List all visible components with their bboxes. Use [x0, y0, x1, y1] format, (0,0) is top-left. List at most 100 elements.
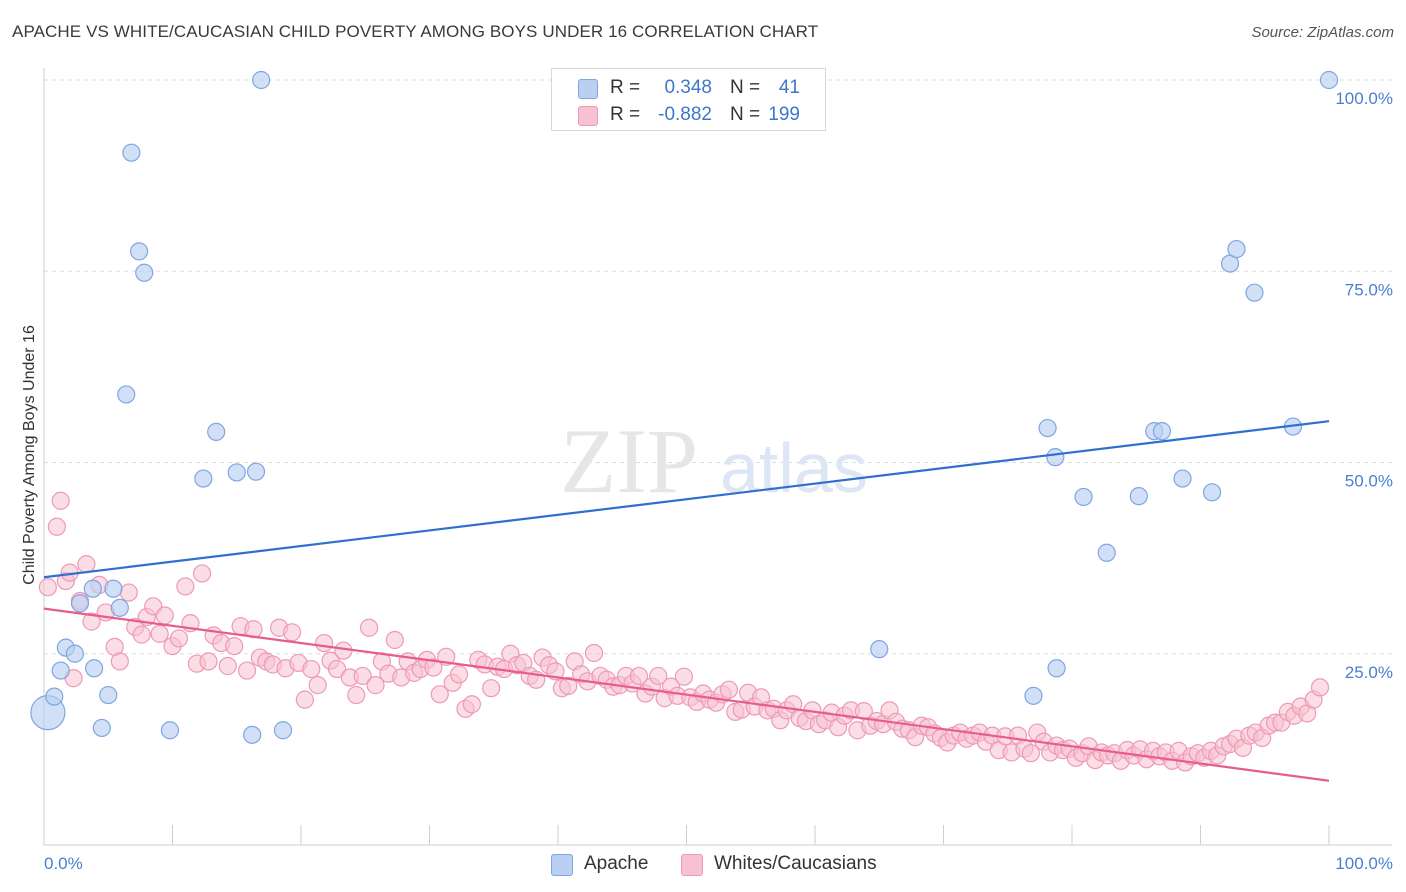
- whites-caucasians-point: [462, 695, 482, 714]
- apache-point: [92, 718, 111, 738]
- whites-caucasians-point: [353, 666, 372, 686]
- apache-point: [1046, 448, 1065, 467]
- whites-caucasians-point: [347, 685, 366, 705]
- apache-point: [104, 579, 123, 598]
- whites-caucasians-point: [199, 652, 218, 671]
- apache-point: [1097, 543, 1116, 562]
- y-tick-label: 50.0%: [1345, 472, 1393, 491]
- apache-point: [51, 661, 70, 680]
- whites-caucasians-point: [424, 658, 443, 677]
- apache-swatch: [578, 79, 598, 99]
- apache-point: [252, 70, 271, 90]
- apache-point: [1152, 422, 1172, 441]
- whites-caucasians-point: [385, 630, 404, 650]
- apache-point: [70, 594, 90, 613]
- whites-caucasians-point: [482, 679, 501, 698]
- series-legend: Apache Whites/Caucasians: [0, 852, 1406, 878]
- apache-point: [227, 463, 246, 482]
- apache-point: [117, 385, 136, 404]
- whites-caucasians-point: [132, 625, 151, 644]
- apache-point: [1047, 659, 1066, 678]
- apache-point: [85, 659, 104, 678]
- apache-point: [1074, 487, 1093, 507]
- y-tick-label: 75.0%: [1345, 280, 1393, 299]
- whites-swatch: [578, 106, 598, 126]
- apache-point: [129, 242, 149, 261]
- y-tick-label: 100.0%: [1335, 89, 1393, 108]
- whites-caucasians-point: [82, 612, 101, 631]
- whites-caucasians-point: [559, 676, 578, 695]
- whites-caucasians-point: [110, 652, 129, 671]
- legend-row-apache: R = 0.348 N = 41: [552, 75, 825, 101]
- n-value: 199: [768, 104, 800, 125]
- r-label: R =: [610, 77, 641, 98]
- apache-point: [1227, 239, 1246, 259]
- apache-point: [1319, 70, 1339, 90]
- r-label: R =: [610, 104, 641, 125]
- apache-point: [1245, 283, 1264, 302]
- n-value: 41: [778, 77, 800, 98]
- chart-title: APACHE VS WHITE/CAUCASIAN CHILD POVERTY …: [12, 22, 819, 41]
- x-tick-label: 0.0%: [44, 854, 83, 873]
- whites-caucasians-point: [77, 555, 96, 574]
- apache-point: [273, 721, 293, 740]
- whites-caucasians-point: [629, 666, 649, 686]
- whites-caucasians-point: [719, 680, 739, 699]
- whites-caucasians-point: [218, 656, 237, 676]
- apache-point: [65, 644, 84, 663]
- whites-caucasians-point: [169, 629, 189, 648]
- x-tick-label: 100.0%: [1335, 854, 1393, 873]
- whites-caucasians-point: [302, 659, 321, 679]
- whites-caucasians-point: [155, 606, 174, 625]
- apache-point: [1024, 686, 1043, 705]
- apache-point: [243, 725, 262, 744]
- apache-point: [1173, 469, 1192, 488]
- apache-point: [207, 422, 226, 441]
- apache-point: [1129, 487, 1148, 506]
- correlation-legend: R = 0.348 N = 41 R = -0.882 N = 199: [551, 68, 826, 131]
- whites-caucasians-point: [430, 685, 449, 704]
- whites-caucasians-point: [119, 583, 138, 602]
- apache-point: [110, 598, 129, 617]
- watermark-zip: ZIP: [560, 410, 698, 512]
- whites-caucasians-point: [47, 517, 66, 536]
- apache-point: [1202, 483, 1222, 502]
- apache-point: [99, 685, 118, 705]
- tick-labels: 25.0% 50.0% 75.0% 100.0% 0.0% 100.0%: [44, 89, 1393, 873]
- whites-swatch: [681, 854, 703, 876]
- whites-caucasians-point: [150, 624, 169, 643]
- legend-label: Whites/Caucasians: [714, 853, 877, 874]
- whites-caucasians-point: [334, 641, 353, 660]
- whites-caucasians-point: [360, 618, 379, 637]
- whites-caucasians-point: [584, 643, 604, 663]
- apache-point: [1038, 418, 1057, 438]
- whites-caucasians-point: [308, 676, 327, 695]
- apache-swatch: [551, 854, 573, 876]
- whites-caucasians-trend-line: [43, 607, 1330, 782]
- whites-caucasians-point: [1310, 678, 1330, 697]
- whites-caucasians-point: [282, 623, 302, 642]
- apache-point: [45, 687, 64, 706]
- apache-point: [194, 469, 213, 488]
- apache-point: [246, 462, 266, 481]
- apache-point: [122, 143, 141, 162]
- apache-trend-line: [43, 420, 1330, 579]
- whites-caucasians-point: [176, 577, 195, 596]
- whites-caucasians-point: [315, 633, 334, 653]
- grid-lines: [44, 79, 1392, 655]
- legend-row-whites: R = -0.882 N = 199: [552, 102, 825, 128]
- whites-caucasians-point: [192, 564, 212, 583]
- apache-point: [160, 721, 180, 740]
- source-credit: Source: ZipAtlas.com: [1251, 24, 1394, 41]
- y-axis-label: Child Poverty Among Boys Under 16: [21, 325, 38, 585]
- watermark: ZIP atlas: [560, 410, 868, 512]
- whites-caucasians-point: [38, 578, 57, 597]
- whites-caucasians-point: [327, 659, 347, 679]
- whites-caucasians-point: [295, 690, 314, 709]
- whites-caucasians-point: [449, 665, 469, 684]
- whites-caucasians-point: [237, 661, 257, 680]
- whites-caucasians-point: [366, 676, 385, 695]
- whites-caucasians-point: [674, 667, 694, 686]
- trend-lines: [43, 420, 1330, 782]
